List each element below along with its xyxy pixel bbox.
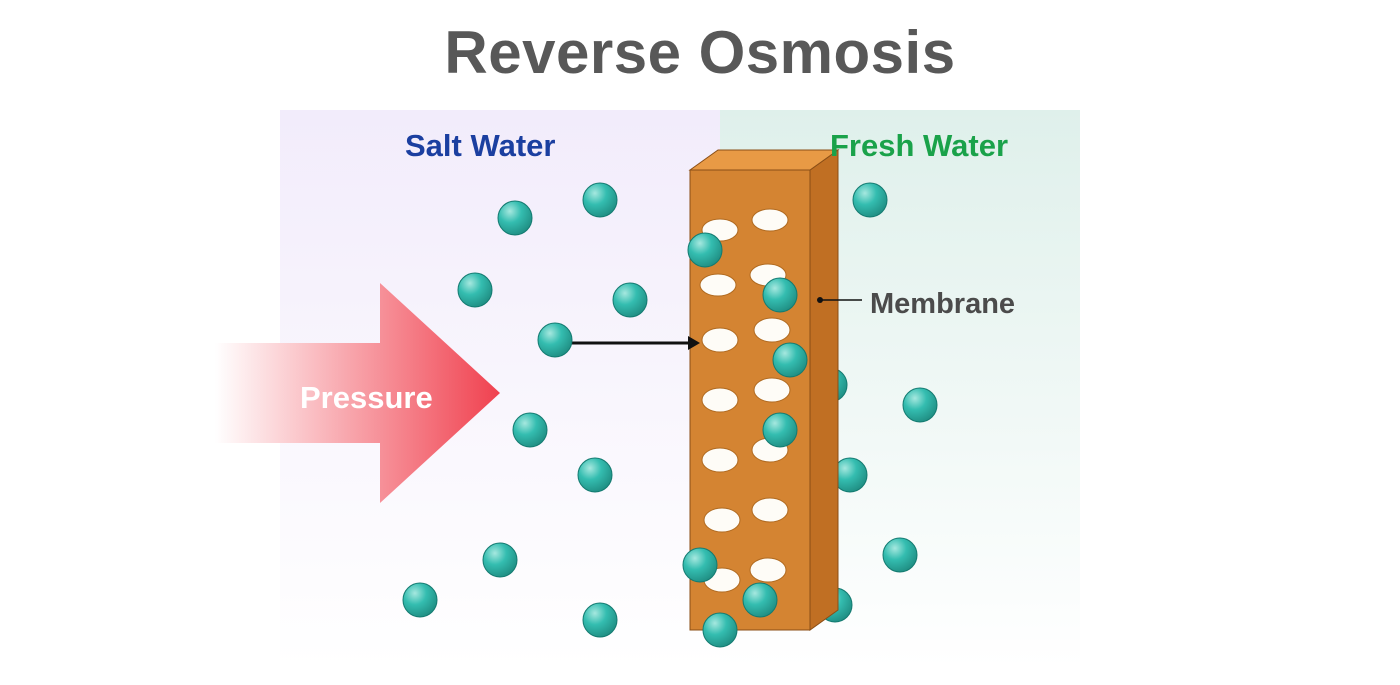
fresh-water-label: Fresh Water: [830, 128, 1008, 164]
pressure-label: Pressure: [300, 380, 433, 416]
diagram-svg: [0, 0, 1400, 685]
salt-water-label: Salt Water: [405, 128, 555, 164]
membrane-label: Membrane: [870, 288, 1015, 321]
diagram-stage: Reverse Osmosis: [0, 0, 1400, 685]
